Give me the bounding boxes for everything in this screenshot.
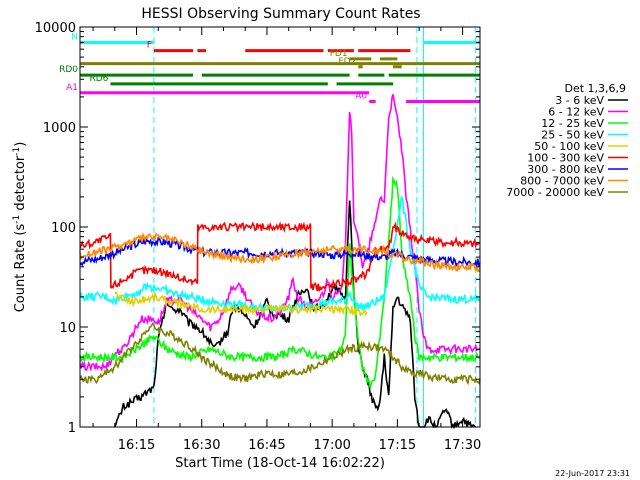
flag-label-FD1: FD1	[330, 49, 348, 59]
x-tick-label: 16:30	[183, 438, 220, 453]
series-line-0	[114, 200, 477, 430]
y-tick-label: 1000	[43, 121, 76, 136]
legend-entry-label: 7000 - 20000 keV	[506, 186, 604, 199]
x-axis-label: Start Time (18-Oct-14 16:02:22)	[175, 456, 385, 471]
y-axis-label-part: detector	[13, 155, 28, 215]
flag-label-RD0: RD0	[59, 65, 78, 75]
legend-entry-label: 6 - 12 keV	[548, 106, 604, 119]
series-line-8	[79, 322, 481, 386]
series-line-2	[79, 175, 481, 389]
flag-label-A1: A1	[66, 83, 78, 93]
y-tick-label: 100	[51, 221, 76, 236]
chart-title: HESSI Observing Summary Count Rates	[141, 6, 420, 22]
series-group	[79, 94, 481, 430]
x-tick-label: 17:00	[313, 438, 350, 453]
flag-label-N: N	[71, 32, 78, 42]
series-line-4	[114, 290, 368, 317]
y-axis-label-part: )	[13, 142, 28, 147]
y-tick-label: 10	[59, 321, 76, 336]
y-axis-label: Count Rate (s-1 detector-1)	[12, 142, 28, 313]
y-tick-label: 10000	[35, 21, 76, 36]
y-axis: 1 10 100 1000 10000	[35, 21, 480, 436]
y-axis-label-superscript: -1	[12, 147, 22, 156]
x-tick-label: 16:15	[118, 438, 155, 453]
legend-entry-label: 50 - 100 keV	[534, 140, 604, 153]
x-tick-label: 17:30	[444, 438, 481, 453]
x-tick-label: 17:15	[379, 438, 416, 453]
legend-title: Det 1,3,6,9	[564, 82, 626, 95]
legend-entry-label: 12 - 25 keV	[541, 117, 604, 130]
y-tick-label: 1	[68, 421, 76, 436]
x-tick-label: 16:45	[248, 438, 285, 453]
series-line-5	[79, 221, 481, 292]
legend-entry-label: 3 - 6 keV	[555, 94, 604, 107]
legend-entry-label: 800 - 7000 keV	[520, 175, 604, 188]
y-axis-label-part: Count Rate (s	[13, 224, 28, 313]
flag-label-FD2: FD2	[338, 57, 356, 67]
legend-entry-label: 25 - 50 keV	[541, 129, 604, 142]
series-line-7	[79, 231, 481, 273]
flag-label-F: F	[147, 41, 152, 51]
footer-timestamp: 22-Jun-2017 23:31	[555, 469, 630, 478]
legend-entry-label: 300 - 800 keV	[527, 163, 604, 176]
legend-entry-label: 100 - 300 keV	[527, 152, 604, 165]
flag-label-A0: A0	[355, 91, 367, 101]
flag-label-RD6: RD6	[90, 74, 109, 84]
y-axis-label-superscript: -1	[12, 215, 22, 224]
series-line-1	[79, 94, 480, 373]
x-axis: 16:15 16:30 16:45 17:00 17:15 17:30	[92, 27, 481, 453]
